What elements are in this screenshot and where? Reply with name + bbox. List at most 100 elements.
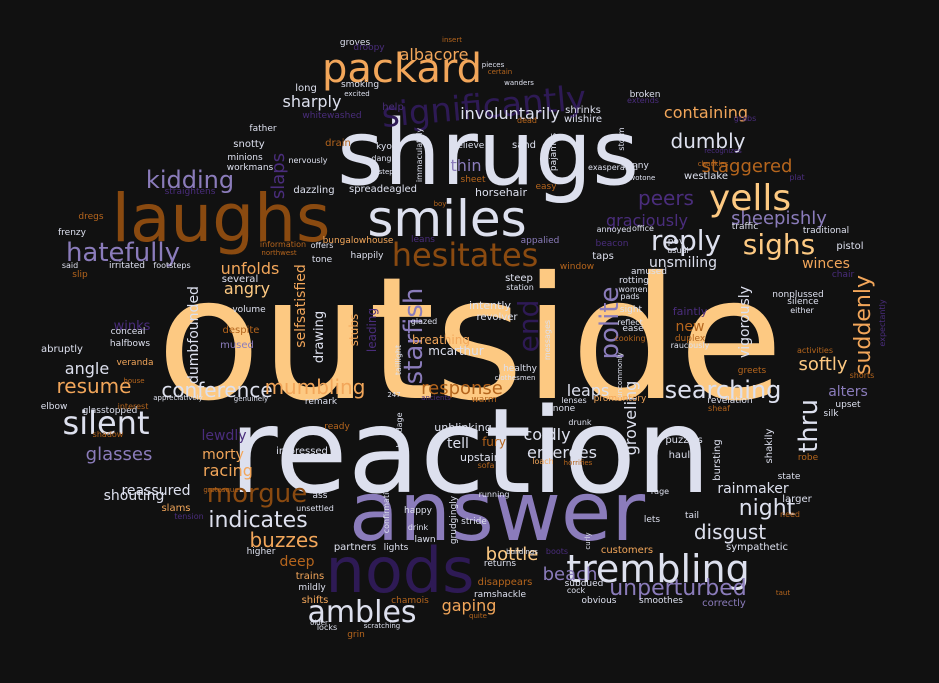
word-grabs: grabs <box>734 114 757 123</box>
word-mused: mused <box>220 340 254 351</box>
word-beach: beach <box>543 564 598 585</box>
word-glasstopped: glasstopped <box>83 406 138 416</box>
word-pov: pov <box>668 237 685 247</box>
word-involuntarily: involuntarily <box>460 104 560 123</box>
word-boy: boy <box>434 200 447 208</box>
word-staggered: staggered <box>702 156 793 177</box>
word-recognizes: recognizes <box>704 147 742 155</box>
word-new: new <box>676 319 705 335</box>
word-curly: curly <box>584 532 592 549</box>
word-grotesque: grotesque <box>203 486 238 494</box>
word-silence: silence <box>787 297 819 307</box>
word-plat: plat <box>789 173 804 182</box>
word-slip: slip <box>72 270 88 280</box>
word-softly: softly <box>798 354 847 375</box>
word-partners: partners <box>334 542 376 553</box>
word-drink: drink <box>408 523 429 532</box>
word-night: night <box>739 496 796 521</box>
word-dumbly: dumbly <box>671 129 746 153</box>
word-abruptly: abruptly <box>41 344 83 355</box>
word-taut: taut <box>776 589 790 597</box>
word-station: station <box>506 283 534 292</box>
word-buzzes: buzzes <box>249 528 318 552</box>
word-impressed: impressed <box>276 446 328 457</box>
word-puzzles: puzzles <box>665 435 702 446</box>
word-women: women <box>618 285 647 294</box>
word-disappears: disappears <box>478 577 533 588</box>
word-shouting: shouting <box>104 488 165 504</box>
word-obvious: obvious <box>582 596 617 606</box>
word-hatefully: hatefully <box>66 238 180 268</box>
word-kidding: kidding <box>146 166 234 194</box>
word-stride: stride <box>461 517 487 527</box>
word-suddenly: suddenly <box>851 275 876 375</box>
word-glasses: glasses <box>86 444 153 465</box>
word-exasperated: exasperated <box>588 163 638 172</box>
word-sharply: sharply <box>283 92 342 111</box>
word-hesitates: hesitates <box>392 236 539 274</box>
word-answer: answer <box>349 465 645 560</box>
word-clothesmen: clothesmen <box>495 374 536 382</box>
word-faintly: faintly <box>673 305 708 318</box>
word-shorts: shorts <box>850 371 875 380</box>
word-tension: tension <box>174 512 203 521</box>
word-window: window <box>560 262 594 272</box>
word-groves: groves <box>340 38 371 48</box>
word-sand: sand <box>512 140 536 151</box>
word-drunk: drunk <box>568 418 592 427</box>
word-workmans: workmans <box>227 163 274 173</box>
word-extends: extends <box>627 96 659 105</box>
word-unsettled: unsettled <box>296 504 334 513</box>
word-pistol: pistol <box>836 241 863 252</box>
word-sofa: sofa <box>478 461 495 470</box>
word-rainmaker: rainmaker <box>717 481 789 497</box>
word-bottle: bottle <box>486 544 539 565</box>
word-locks: locks <box>317 623 337 632</box>
word-silk: silk <box>824 409 840 419</box>
word-taillight: taillight <box>394 345 403 375</box>
word-end: end <box>512 300 545 353</box>
word-breathing: breathing <box>412 333 470 347</box>
word-sight: sight <box>620 305 643 315</box>
word-spreadeagled: spreadeagled <box>349 184 417 195</box>
word-despite: despite <box>223 325 260 336</box>
word-robe: robe <box>798 453 819 463</box>
word-office: office <box>632 224 654 233</box>
word-unsmiling: unsmiling <box>649 255 717 271</box>
word-dead: dead <box>517 116 537 125</box>
word-northwest: northwest <box>261 249 296 257</box>
word-angry: angry <box>224 279 270 298</box>
word-ready: ready <box>324 422 350 432</box>
word-reflect: reflect <box>617 318 643 327</box>
word-unperturbed: unperturbed <box>609 576 747 601</box>
word-lawn: lawn <box>414 535 435 545</box>
word-containing: containing <box>664 103 748 122</box>
word-ramshackle: ramshackle <box>474 590 527 600</box>
word-dumbfounded: dumbfounded <box>186 286 202 384</box>
word-silent: silent <box>63 404 150 442</box>
word-traditional: traditional <box>803 226 849 236</box>
word-sheaf: sheaf <box>708 404 730 413</box>
word-lewdly: lewdly <box>201 428 246 444</box>
word-elbow: elbow <box>41 402 68 412</box>
word-duplex: duplex <box>675 334 706 344</box>
word-conference: conference <box>161 378 272 402</box>
word-tell: tell <box>447 436 469 452</box>
word-traffic: traffic <box>732 222 758 232</box>
word-westlake: westlake <box>684 171 728 182</box>
word-minions: minions <box>227 153 263 163</box>
word-intently: intently <box>469 299 511 312</box>
word-scratching: scratching <box>364 622 401 630</box>
word-annoyed: annoyed <box>597 225 632 234</box>
word-offers: offers <box>311 241 334 250</box>
word-interest: interest <box>118 402 149 411</box>
word-broken: broken <box>630 90 661 100</box>
word-warm: warm <box>471 395 496 405</box>
word-remark: remark <box>305 397 338 407</box>
word-irritated: irritated <box>109 261 145 271</box>
word-twotone: twotone <box>627 174 656 182</box>
word-straightens: straightens <box>165 187 216 197</box>
word-upset: upset <box>835 400 861 410</box>
word-droopy: droopy <box>353 43 385 53</box>
